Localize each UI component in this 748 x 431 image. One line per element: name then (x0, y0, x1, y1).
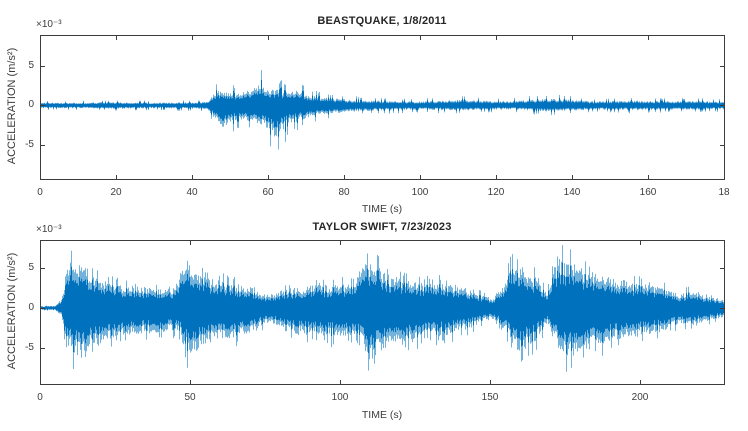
x-tick-label: 140 (563, 187, 581, 198)
x-tick-label: 150 (481, 392, 499, 403)
x-tick-label: 20 (110, 187, 122, 198)
x-tick-label: 100 (331, 392, 349, 403)
x-tick-label: 0 (37, 392, 43, 403)
x-tick-label: 0 (37, 187, 43, 198)
axis-box (40, 240, 725, 385)
plot-title-taylor-swift: TAYLOR SWIFT, 7/23/2023 (312, 221, 452, 233)
plot-title-beastquake: BEASTQUAKE, 1/8/2011 (317, 15, 447, 27)
axis-box (40, 35, 725, 180)
y-axis-multiplier-bottom: ×10⁻³ (36, 224, 62, 235)
tick-marks (40, 36, 725, 179)
x-tick-label: 60 (262, 187, 274, 198)
x-tick-label: 100 (411, 187, 429, 198)
x-tick-label: 80 (338, 187, 350, 198)
x-tick-label: 18 (718, 187, 730, 198)
tick-marks (40, 241, 724, 384)
x-axis-label-bottom: TIME (s) (361, 409, 403, 421)
y-tick-label: 5 (28, 60, 34, 72)
y-tick-label: 5 (28, 262, 34, 273)
x-tick-label: 40 (186, 187, 198, 198)
x-tick-label: 200 (631, 392, 649, 403)
x-axis-label-top: TIME (s) (361, 203, 403, 215)
x-tick-label: 120 (487, 187, 505, 198)
y-tick-label: -5 (25, 342, 34, 353)
y-tick-label: -5 (25, 138, 34, 150)
waveform-trace-outer (40, 70, 725, 150)
x-tick-label: 50 (184, 392, 196, 403)
x-tick-label: 160 (639, 187, 657, 198)
y-tick-label: 0 (28, 302, 34, 313)
y-axis-multiplier-top: ×10⁻³ (36, 19, 62, 30)
y-tick-label: 0 (28, 99, 34, 111)
